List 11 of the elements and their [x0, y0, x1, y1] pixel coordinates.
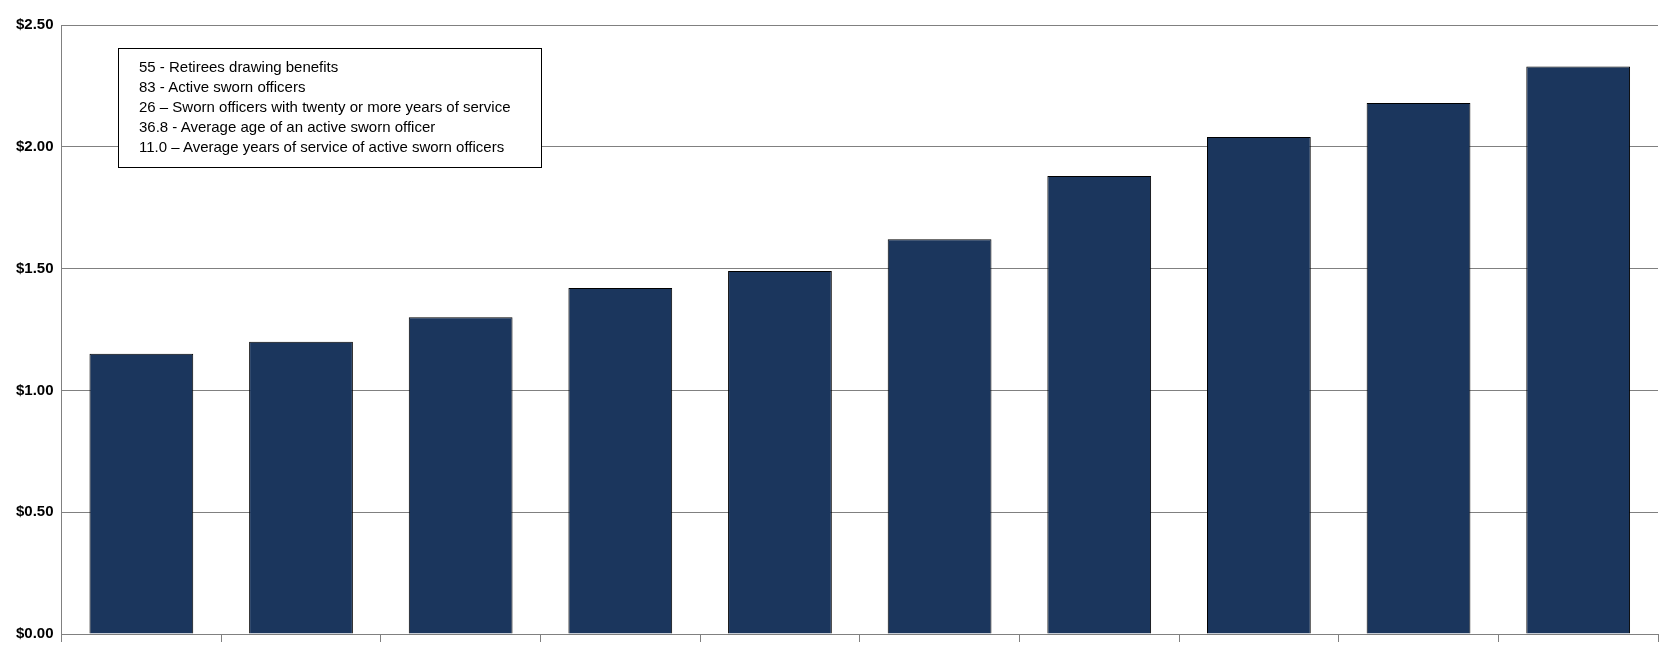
annotation: 11.0 – Average years of service of active sworn officers [139, 137, 506, 157]
y-tick-label: $0.00 [15, 624, 54, 642]
annotation: 26 – Sworn officers with twenty or more years of service [139, 97, 511, 117]
y-tick-label: $1.00 [15, 380, 54, 398]
y-tick-label: $2.00 [15, 136, 54, 154]
annotation: 55 - Retirees drawing benefits [139, 57, 340, 77]
y-tick-label: $2.50 [15, 15, 54, 33]
annotation: 83 - Active sworn officers [139, 77, 307, 97]
annotation: 36.8 - Average age of an active sworn officer [139, 117, 437, 137]
y-tick-label: $1.50 [15, 258, 54, 276]
y-tick-label: $0.50 [15, 502, 54, 520]
